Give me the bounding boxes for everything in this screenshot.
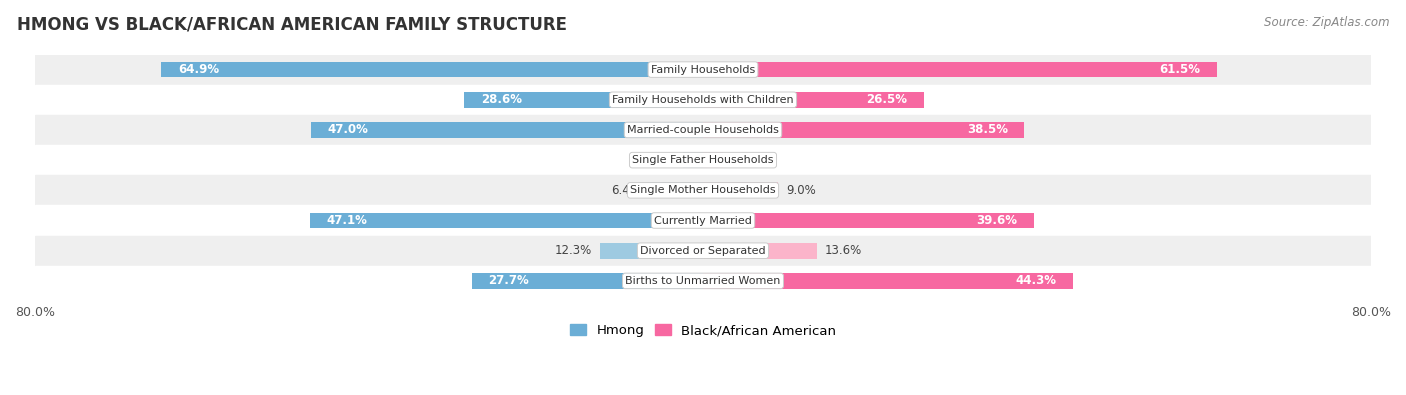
Bar (35, 235, 1371, 266)
Text: Source: ZipAtlas.com: Source: ZipAtlas.com (1264, 16, 1389, 29)
Bar (309, 213, 703, 228)
Legend: Hmong, Black/African American: Hmong, Black/African American (565, 319, 841, 342)
Text: 6.4%: 6.4% (612, 184, 641, 197)
Bar (471, 273, 703, 289)
Text: 47.1%: 47.1% (326, 214, 367, 227)
Text: 13.6%: 13.6% (825, 244, 862, 257)
Text: 44.3%: 44.3% (1015, 275, 1056, 288)
Bar (703, 243, 817, 259)
Bar (600, 243, 703, 259)
Text: 2.4%: 2.4% (731, 154, 761, 167)
Bar (703, 152, 723, 168)
Text: 28.6%: 28.6% (481, 93, 522, 106)
Bar (311, 122, 703, 138)
Bar (703, 92, 924, 107)
Bar (703, 122, 1025, 138)
Text: 26.5%: 26.5% (866, 93, 908, 106)
Text: Family Households: Family Households (651, 65, 755, 75)
Bar (703, 213, 1033, 228)
Bar (35, 85, 1371, 115)
Text: 27.7%: 27.7% (488, 275, 529, 288)
Bar (703, 273, 1073, 289)
Text: Married-couple Households: Married-couple Households (627, 125, 779, 135)
Text: Currently Married: Currently Married (654, 216, 752, 226)
Text: 39.6%: 39.6% (976, 214, 1017, 227)
Text: 47.0%: 47.0% (328, 124, 368, 136)
Bar (35, 115, 1371, 145)
Text: Births to Unmarried Women: Births to Unmarried Women (626, 276, 780, 286)
Text: 38.5%: 38.5% (967, 124, 1008, 136)
Text: Single Father Households: Single Father Households (633, 155, 773, 165)
Bar (35, 145, 1371, 175)
Text: Divorced or Separated: Divorced or Separated (640, 246, 766, 256)
Bar (162, 62, 703, 77)
Text: 64.9%: 64.9% (177, 63, 219, 76)
Bar (703, 62, 1216, 77)
Text: 9.0%: 9.0% (786, 184, 817, 197)
Text: Family Households with Children: Family Households with Children (612, 95, 794, 105)
Bar (35, 55, 1371, 85)
Text: Single Mother Households: Single Mother Households (630, 185, 776, 196)
Bar (35, 205, 1371, 235)
Bar (650, 182, 703, 198)
Bar (35, 266, 1371, 296)
Text: 61.5%: 61.5% (1159, 63, 1199, 76)
Bar (35, 175, 1371, 205)
Bar (703, 182, 778, 198)
Text: HMONG VS BLACK/AFRICAN AMERICAN FAMILY STRUCTURE: HMONG VS BLACK/AFRICAN AMERICAN FAMILY S… (17, 16, 567, 34)
Bar (683, 152, 703, 168)
Text: 12.3%: 12.3% (555, 244, 592, 257)
Text: 2.4%: 2.4% (645, 154, 675, 167)
Bar (464, 92, 703, 107)
